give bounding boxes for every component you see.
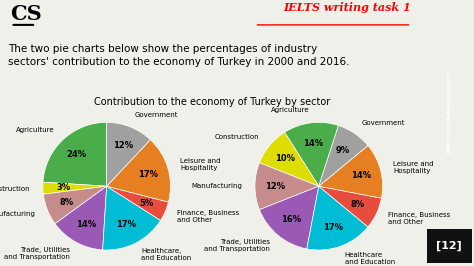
Text: Leisure and
Hospitality: Leisure and Hospitality — [180, 158, 221, 171]
Text: Finance, Business
and Other: Finance, Business and Other — [388, 212, 450, 225]
Wedge shape — [43, 182, 107, 194]
Wedge shape — [319, 146, 383, 198]
Wedge shape — [284, 122, 338, 186]
Text: 3%: 3% — [56, 183, 70, 192]
Wedge shape — [307, 186, 368, 250]
Wedge shape — [107, 186, 168, 221]
Wedge shape — [43, 122, 107, 186]
Text: Government: Government — [362, 120, 405, 126]
Wedge shape — [107, 122, 150, 186]
Wedge shape — [319, 186, 382, 227]
Text: ielts.completesuccess.in: ielts.completesuccess.in — [447, 71, 452, 153]
Text: 14%: 14% — [76, 220, 96, 229]
Text: 14%: 14% — [303, 139, 323, 148]
FancyBboxPatch shape — [427, 229, 472, 263]
Text: The two pie charts below show the percentages of industry
sectors' contribution : The two pie charts below show the percen… — [9, 44, 350, 67]
Text: 14%: 14% — [351, 171, 371, 180]
Text: 17%: 17% — [138, 170, 158, 178]
Text: 24%: 24% — [67, 150, 87, 159]
Text: Contribution to the economy of Turkey by sector: Contribution to the economy of Turkey by… — [94, 97, 330, 107]
Text: Agriculture: Agriculture — [271, 107, 309, 113]
Text: 8%: 8% — [59, 198, 73, 207]
Text: Government: Government — [135, 112, 178, 118]
Wedge shape — [103, 186, 161, 250]
Text: 12%: 12% — [112, 141, 133, 150]
Wedge shape — [107, 140, 171, 202]
Text: 16%: 16% — [281, 215, 301, 224]
Wedge shape — [43, 186, 107, 224]
Text: 12%: 12% — [265, 182, 285, 191]
Text: 10%: 10% — [275, 154, 295, 163]
Text: Trade, Utilities
and Transportation: Trade, Utilities and Transportation — [4, 247, 70, 260]
Text: Finance, Business
and Other: Finance, Business and Other — [177, 210, 239, 223]
Text: 5%: 5% — [139, 199, 154, 208]
Text: Healthcare,
and Education: Healthcare, and Education — [141, 248, 191, 261]
Wedge shape — [55, 186, 107, 250]
Text: 17%: 17% — [116, 220, 137, 229]
Text: Manufacturing: Manufacturing — [0, 211, 36, 217]
Text: Manufacturing: Manufacturing — [191, 183, 242, 189]
Text: Trade, Utilities
and Transportation: Trade, Utilities and Transportation — [204, 239, 270, 252]
Wedge shape — [255, 163, 319, 210]
Text: Leisure and
Hospitality: Leisure and Hospitality — [393, 161, 433, 174]
Text: Construction: Construction — [215, 134, 260, 140]
Text: CS: CS — [10, 4, 42, 24]
Wedge shape — [259, 186, 319, 249]
Wedge shape — [259, 132, 319, 186]
Text: [12]: [12] — [436, 241, 462, 251]
Text: Healthcare
and Education: Healthcare and Education — [345, 252, 395, 265]
Text: 17%: 17% — [323, 223, 344, 231]
Wedge shape — [319, 126, 368, 186]
Text: IELTS writing task 1: IELTS writing task 1 — [284, 2, 411, 13]
Text: 9%: 9% — [336, 146, 350, 155]
Text: Agriculture: Agriculture — [16, 127, 54, 133]
Text: Construction: Construction — [0, 186, 30, 192]
Text: 8%: 8% — [351, 200, 365, 209]
